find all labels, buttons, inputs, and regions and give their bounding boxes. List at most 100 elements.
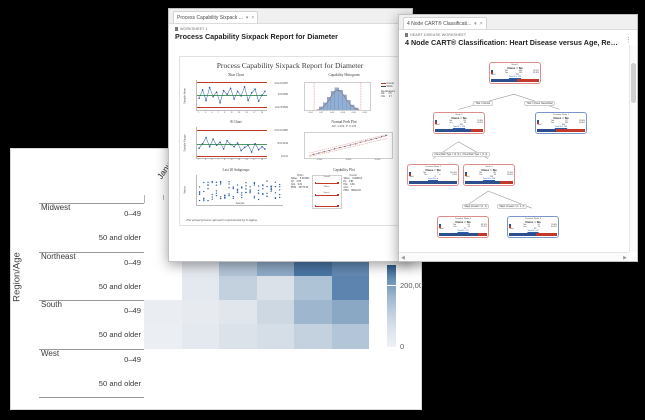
cart-node-row: No 61 81.3% — [439, 224, 487, 226]
cart-node-link[interactable]: Total N = 169 — [554, 126, 568, 128]
cart-cell: 102 — [564, 122, 569, 124]
cart-cell: 118 — [489, 176, 493, 178]
cart-node[interactable]: Node 3 Class = No No 85 72.0% Yes 33 28.0% Total… — [463, 164, 515, 186]
sixpack-panel-grid: Xbar Chart Sample Mean UCL=0.6397 X=0.60… — [183, 73, 397, 213]
r-ucl-label: UCL=0.0887 — [274, 128, 289, 132]
heatmap-cell[interactable] — [144, 372, 182, 397]
heatmap-cell[interactable] — [219, 324, 257, 349]
axis-tick-label: 0.66 — [351, 111, 356, 114]
heatmap-row-label: 50 and older — [39, 373, 144, 397]
heatmap-cell[interactable] — [256, 300, 294, 325]
heatmap-cell[interactable] — [294, 300, 332, 325]
heatmap-cell[interactable] — [256, 275, 294, 300]
axis-tick-label: 9 — [223, 159, 226, 162]
more-options-icon[interactable]: ⋮ — [625, 37, 632, 44]
sixpack-report-window[interactable]: Process Capability Sixpack ... ▾ × WORKS… — [168, 8, 413, 262]
cart-node-row: Yes 14 18.7% — [439, 226, 487, 228]
subgroup-point — [211, 196, 213, 198]
cart-cell: Yes — [423, 174, 428, 176]
subgroup-point — [207, 183, 209, 186]
cart-node-bar — [439, 233, 487, 236]
subgroup-point — [253, 196, 256, 199]
cart-node[interactable]: Terminal Node 3 Class = No No 61 81.3% Yes 14 1… — [437, 216, 489, 238]
pin-icon[interactable]: ▾ — [474, 20, 477, 27]
cart-node-link[interactable]: Total N = 8 — [428, 178, 438, 180]
subgroup-point — [274, 197, 277, 199]
heatmap-cell[interactable] — [294, 372, 332, 397]
heatmap-cell[interactable] — [294, 348, 332, 373]
close-icon[interactable]: × — [479, 20, 483, 27]
heatmap-cell[interactable] — [144, 348, 182, 373]
heatmap-cell[interactable] — [181, 275, 219, 300]
subgroup-point — [249, 190, 251, 192]
heatmap-cell[interactable] — [181, 372, 219, 397]
heatmap-cell[interactable] — [256, 372, 294, 397]
cart-tab[interactable]: 4 Node CART® Classificati... ▾ × — [403, 17, 487, 29]
subgroup-point — [270, 188, 272, 190]
heatmap-cell[interactable] — [219, 300, 257, 325]
heatmap-cell[interactable] — [331, 372, 369, 397]
cart-tree-canvas[interactable]: Node 1 Class = No No 160 54.2% Yes 135 45.8% Tot… — [403, 60, 627, 250]
cart-node[interactable]: Terminal Node 4 Class = No No 24 55.8% Yes 19 4… — [507, 216, 559, 238]
heatmap-cell[interactable] — [144, 275, 182, 300]
cart-cell: Total — [439, 228, 444, 230]
legend-within: Within — [386, 85, 393, 88]
scrollbar-thumb[interactable] — [631, 63, 636, 103]
heatmap-cell[interactable] — [181, 300, 219, 325]
panel-title: Last 20 Subgroups — [222, 167, 250, 172]
heatmap-cell[interactable] — [219, 275, 257, 300]
cart-node[interactable]: Terminal Node 1 Class = No No 67 39.6% Yes 102… — [535, 112, 587, 134]
heatmap-cell[interactable] — [331, 300, 369, 325]
cart-vertical-scrollbar[interactable] — [629, 45, 637, 252]
cart-horizontal-scrollbar[interactable]: ◀ ▶ — [399, 252, 629, 261]
cart-node-label: Node 2 — [455, 114, 463, 116]
heatmap-cell[interactable] — [331, 275, 369, 300]
subgroup-point — [232, 186, 235, 188]
cart-node-link[interactable]: Total N = 75 — [457, 230, 469, 232]
cart-node-row: No 93 73.8% — [435, 120, 483, 122]
heatmap-cell[interactable] — [219, 348, 257, 373]
heatmap-cell[interactable] — [331, 324, 369, 349]
cart-node-bar — [465, 181, 513, 184]
heatmap-cell[interactable] — [144, 324, 182, 349]
sixpack-tab[interactable]: Process Capability Sixpack ... ▾ × — [173, 11, 259, 23]
scroll-right-icon[interactable]: ▶ — [623, 255, 627, 261]
subgroup-point — [232, 197, 235, 199]
close-icon[interactable]: × — [251, 14, 255, 21]
heatmap-cell[interactable] — [256, 324, 294, 349]
cart-titlebar[interactable]: 4 Node CART® Classificati... ▾ × — [399, 15, 637, 30]
sixpack-tab-label: Process Capability Sixpack ... — [177, 14, 243, 21]
heatmap-cell[interactable] — [256, 348, 294, 373]
heatmap-row-label: 50 and older — [39, 227, 144, 251]
heatmap-cell[interactable] — [331, 348, 369, 373]
cart-node[interactable]: Node 1 Class = No No 160 54.2% Yes 135 45.8% Tot… — [489, 62, 541, 84]
stat-val: 0.81 — [297, 183, 303, 186]
heatmap-cell[interactable] — [219, 372, 257, 397]
cart-node-link[interactable]: Total N = 126 — [452, 126, 466, 128]
cart-node-link[interactable]: Total N = 43 — [527, 230, 539, 232]
scroll-left-icon[interactable]: ◀ — [401, 255, 405, 261]
heatmap-cell[interactable] — [294, 275, 332, 300]
cart-node[interactable]: Terminal Node 2 Class = No No 8 100.0% Yes 0 0.… — [407, 164, 459, 186]
subgroup-point — [232, 195, 235, 197]
cart-cell: 135 — [518, 72, 523, 74]
worksheet-icon — [405, 33, 408, 37]
heatmap-cell[interactable] — [294, 324, 332, 349]
panel-r-chart: R Chart Sample Range UCL=0.0887 R=0.0419… — [183, 120, 289, 165]
cart-cell: Yes — [449, 122, 453, 124]
heatmap-cell[interactable] — [181, 324, 219, 349]
panel-subtitle: AD: 1.233, P: 0.176 — [331, 124, 357, 129]
heatmap-cell[interactable] — [181, 348, 219, 373]
sixpack-titlebar[interactable]: Process Capability Sixpack ... ▾ × — [169, 9, 412, 24]
cart-node-link[interactable]: Total N = 295 — [508, 76, 522, 78]
cart-classification-window[interactable]: 4 Node CART® Classificati... ▾ × HEART D… — [398, 14, 638, 262]
pin-icon[interactable]: ▾ — [245, 14, 249, 21]
cart-node-link[interactable]: Total N = 118 — [482, 178, 496, 180]
heatmap-cell[interactable] — [144, 300, 182, 325]
sixpack-worksheet-label: WORKSHEET 1 — [180, 27, 208, 31]
cart-cell: Total — [409, 176, 414, 178]
cart-node[interactable]: Node 2 Class = No No 93 73.8% Yes 33 26.2% Total… — [433, 112, 485, 134]
cart-body: HEART DISEASE WORKSHEET 4 Node CART® Cla… — [399, 30, 637, 261]
cart-bar-no — [509, 233, 536, 236]
stat-key: Cp — [291, 180, 294, 183]
